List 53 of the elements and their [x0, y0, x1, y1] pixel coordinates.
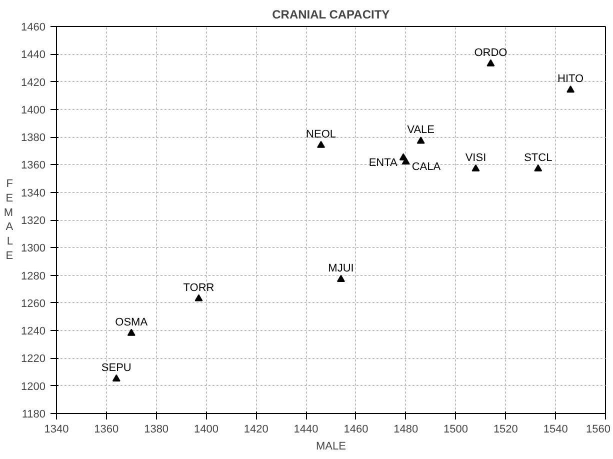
- point: [127, 328, 136, 336]
- point: [486, 59, 495, 66]
- point: [317, 140, 326, 148]
- series-label: TORR: [183, 282, 214, 294]
- chart-title: CRANIAL CAPACITY: [272, 8, 390, 22]
- x-tick-label: 1360: [94, 424, 119, 436]
- series-label: HITO: [558, 73, 584, 86]
- y-tick-label: 1380: [21, 132, 46, 144]
- series-label: ENTA: [368, 156, 398, 169]
- x-tick-label: 1520: [493, 424, 518, 436]
- series-label: ORDO: [474, 46, 508, 59]
- series-label: VISI: [465, 152, 486, 164]
- x-tick-label: 1540: [543, 424, 568, 436]
- series-label: SEPU: [101, 362, 132, 374]
- point: [472, 164, 480, 172]
- y-tick-label: 1420: [21, 76, 46, 89]
- y-tick-label: 1460: [21, 22, 46, 34]
- x-axis-title: MALE: [316, 440, 346, 452]
- y-tick-label: 1240: [21, 326, 46, 338]
- y-tick-label: 1300: [21, 242, 46, 255]
- x-tick-label: 1440: [294, 424, 318, 436]
- series-label: NEOL: [306, 128, 336, 140]
- x-tick-label: 1340: [44, 424, 69, 436]
- series-label: MJUI: [328, 262, 354, 274]
- y-tick-label: 1320: [21, 215, 46, 227]
- x-tick-label: 1380: [144, 424, 169, 436]
- x-tick-label: 1560: [586, 424, 611, 436]
- point: [566, 86, 575, 93]
- y-axis-title: FEMALE: [4, 178, 14, 262]
- point: [402, 157, 410, 164]
- point: [534, 164, 542, 172]
- y-tick-label: 1200: [21, 380, 46, 393]
- x-tick-label: 1400: [194, 424, 218, 436]
- point: [194, 294, 203, 302]
- y-tick-label: 1360: [21, 160, 46, 172]
- x-tick-label: 1480: [394, 424, 418, 436]
- y-tick-label: 1440: [21, 49, 46, 62]
- y-tick-label: 1280: [21, 270, 46, 282]
- point: [336, 274, 345, 282]
- y-tick-label: 1340: [21, 187, 46, 200]
- series-label: OSMA: [115, 316, 148, 328]
- point: [416, 136, 425, 144]
- series-label: VALE: [407, 124, 434, 136]
- y-tick-label: 1220: [21, 353, 46, 366]
- y-tick-label: 1260: [21, 298, 46, 310]
- x-tick-label: 1460: [344, 424, 368, 436]
- series-label: CALA: [412, 160, 442, 173]
- y-tick-label: 1180: [22, 408, 46, 420]
- x-tick-label: 1500: [444, 424, 468, 436]
- series-label: STCL: [524, 152, 552, 164]
- point: [112, 374, 120, 382]
- y-tick-label: 1400: [21, 104, 46, 116]
- x-tick-label: 1420: [244, 424, 268, 436]
